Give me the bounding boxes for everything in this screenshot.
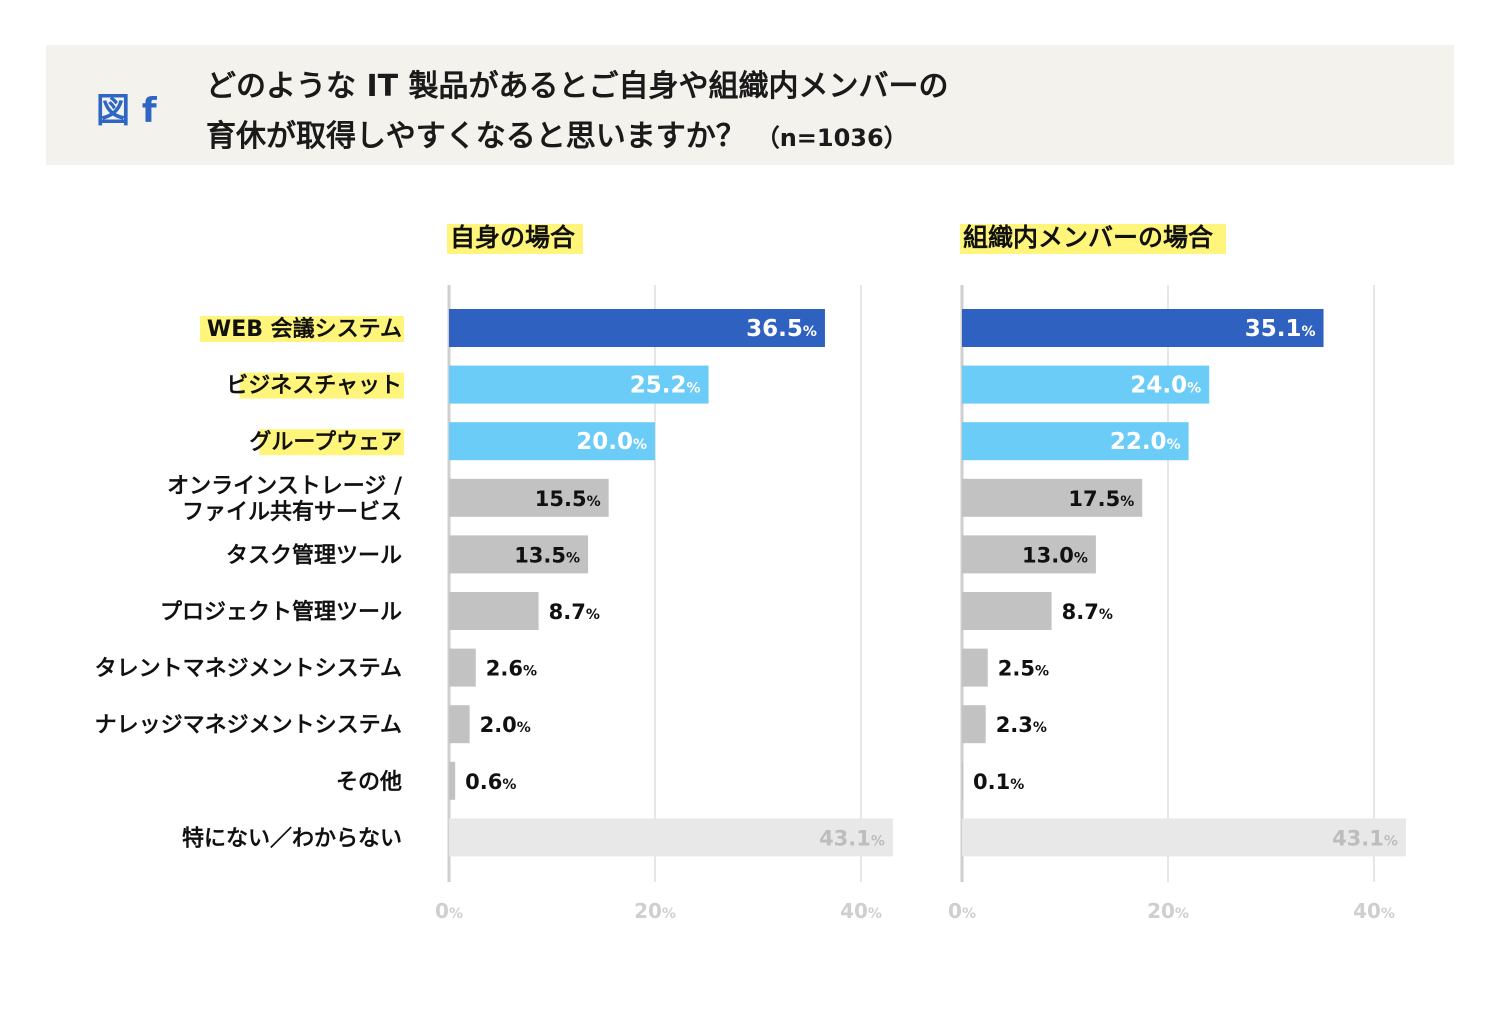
value-label: 8.7% [549,600,600,624]
bar [449,309,825,347]
value-unit: % [517,720,531,736]
value-unit: % [587,494,601,510]
value-unit: % [633,437,647,453]
category-label: ビジネスチャット [226,374,402,399]
x-tick-label: 40% [1353,899,1395,923]
value-label: 17.5% [1068,487,1134,511]
value-unit: % [1099,607,1113,623]
bar [962,818,1406,857]
bar [962,422,1189,461]
panel-title-highlight [447,224,583,254]
bar [449,818,893,857]
chart-title-line2: 育休が取得しやすくなると思いますか？ （n=1036） [206,111,908,155]
panel-title: 自身の場合 [450,223,576,252]
value-label: 8.7% [1062,600,1113,624]
value-unit: % [1120,494,1134,510]
sample-size: （n=1036） [755,124,908,152]
panel-title-highlight [960,224,1226,254]
value-label: 0.1% [973,770,1024,794]
chart-title-line2-text: 育休が取得しやすくなると思いますか？ [206,119,746,154]
bar [449,705,470,744]
category-label: オンラインストレージ / [167,474,403,499]
x-tick-label: 20% [634,899,676,923]
category-label: グループウェア [249,429,402,455]
category-highlight [200,316,404,342]
x-tick-unit: % [1381,906,1395,922]
category-label: その他 [336,770,402,795]
bar [449,761,456,800]
chart-title-line1: どのような IT 製品があるとご自身や組織内メンバーの [206,69,949,104]
bar [962,309,1324,347]
value-unit: % [1010,777,1024,793]
x-tick-unit: % [868,906,882,922]
bar [449,422,655,461]
value-label: 13.0% [1022,543,1088,567]
value-unit: % [1074,550,1088,566]
category-label: WEB 会議システム [207,316,402,342]
value-unit: % [871,833,885,849]
value-unit: % [566,550,580,566]
value-unit: % [1167,437,1181,453]
value-unit: % [1384,833,1398,849]
category-label: タスク管理ツール [226,542,402,568]
x-tick-label: 0% [435,899,463,923]
bar [962,365,1210,404]
category-highlight [239,372,404,399]
title-banner: 図 f どのような IT 製品があるとご自身や組織内メンバーの 育休が取得しやす… [46,45,1454,165]
value-label: 2.0% [480,713,531,737]
category-label: ファイル共有サービス [182,499,402,525]
bar [962,648,988,687]
category-label: プロジェクト管理ツール [160,599,402,625]
bar [449,535,589,574]
category-label: 特にない／わからない [182,825,402,851]
value-unit: % [1033,720,1047,736]
bar [962,761,964,800]
value-unit: % [1301,324,1315,340]
panel-title: 組織内メンバーの場合 [963,223,1214,252]
x-tick-unit: % [1175,906,1189,922]
bar [449,365,709,404]
category-label: タレントマネジメントシステム [95,657,402,682]
bar [449,478,609,517]
value-label: 2.6% [486,657,537,681]
x-tick-unit: % [962,906,976,922]
value-label: 13.5% [514,543,580,567]
value-label: 36.5% [746,316,817,342]
bar [962,535,1096,574]
value-label: 2.3% [996,713,1047,737]
x-tick-label: 0% [948,899,976,923]
bar [449,648,476,687]
value-unit: % [1187,381,1201,397]
figure-label: 図 f [96,91,157,131]
x-tick-unit: % [449,906,463,922]
category-label: ナレッジマネジメントシステム [95,713,402,738]
value-unit: % [803,324,817,340]
value-label: 0.6% [465,770,516,794]
category-highlight [259,429,404,456]
x-tick-label: 40% [840,899,882,923]
bar [449,592,539,630]
x-tick-label: 20% [1147,899,1189,923]
value-unit: % [523,664,537,680]
x-tick-unit: % [662,906,676,922]
value-label: 2.5% [998,657,1049,681]
value-unit: % [586,607,600,623]
bar [962,705,986,744]
value-unit: % [1035,664,1049,680]
value-unit: % [687,381,701,397]
bar [962,478,1143,517]
bar [962,592,1052,630]
value-unit: % [502,777,516,793]
